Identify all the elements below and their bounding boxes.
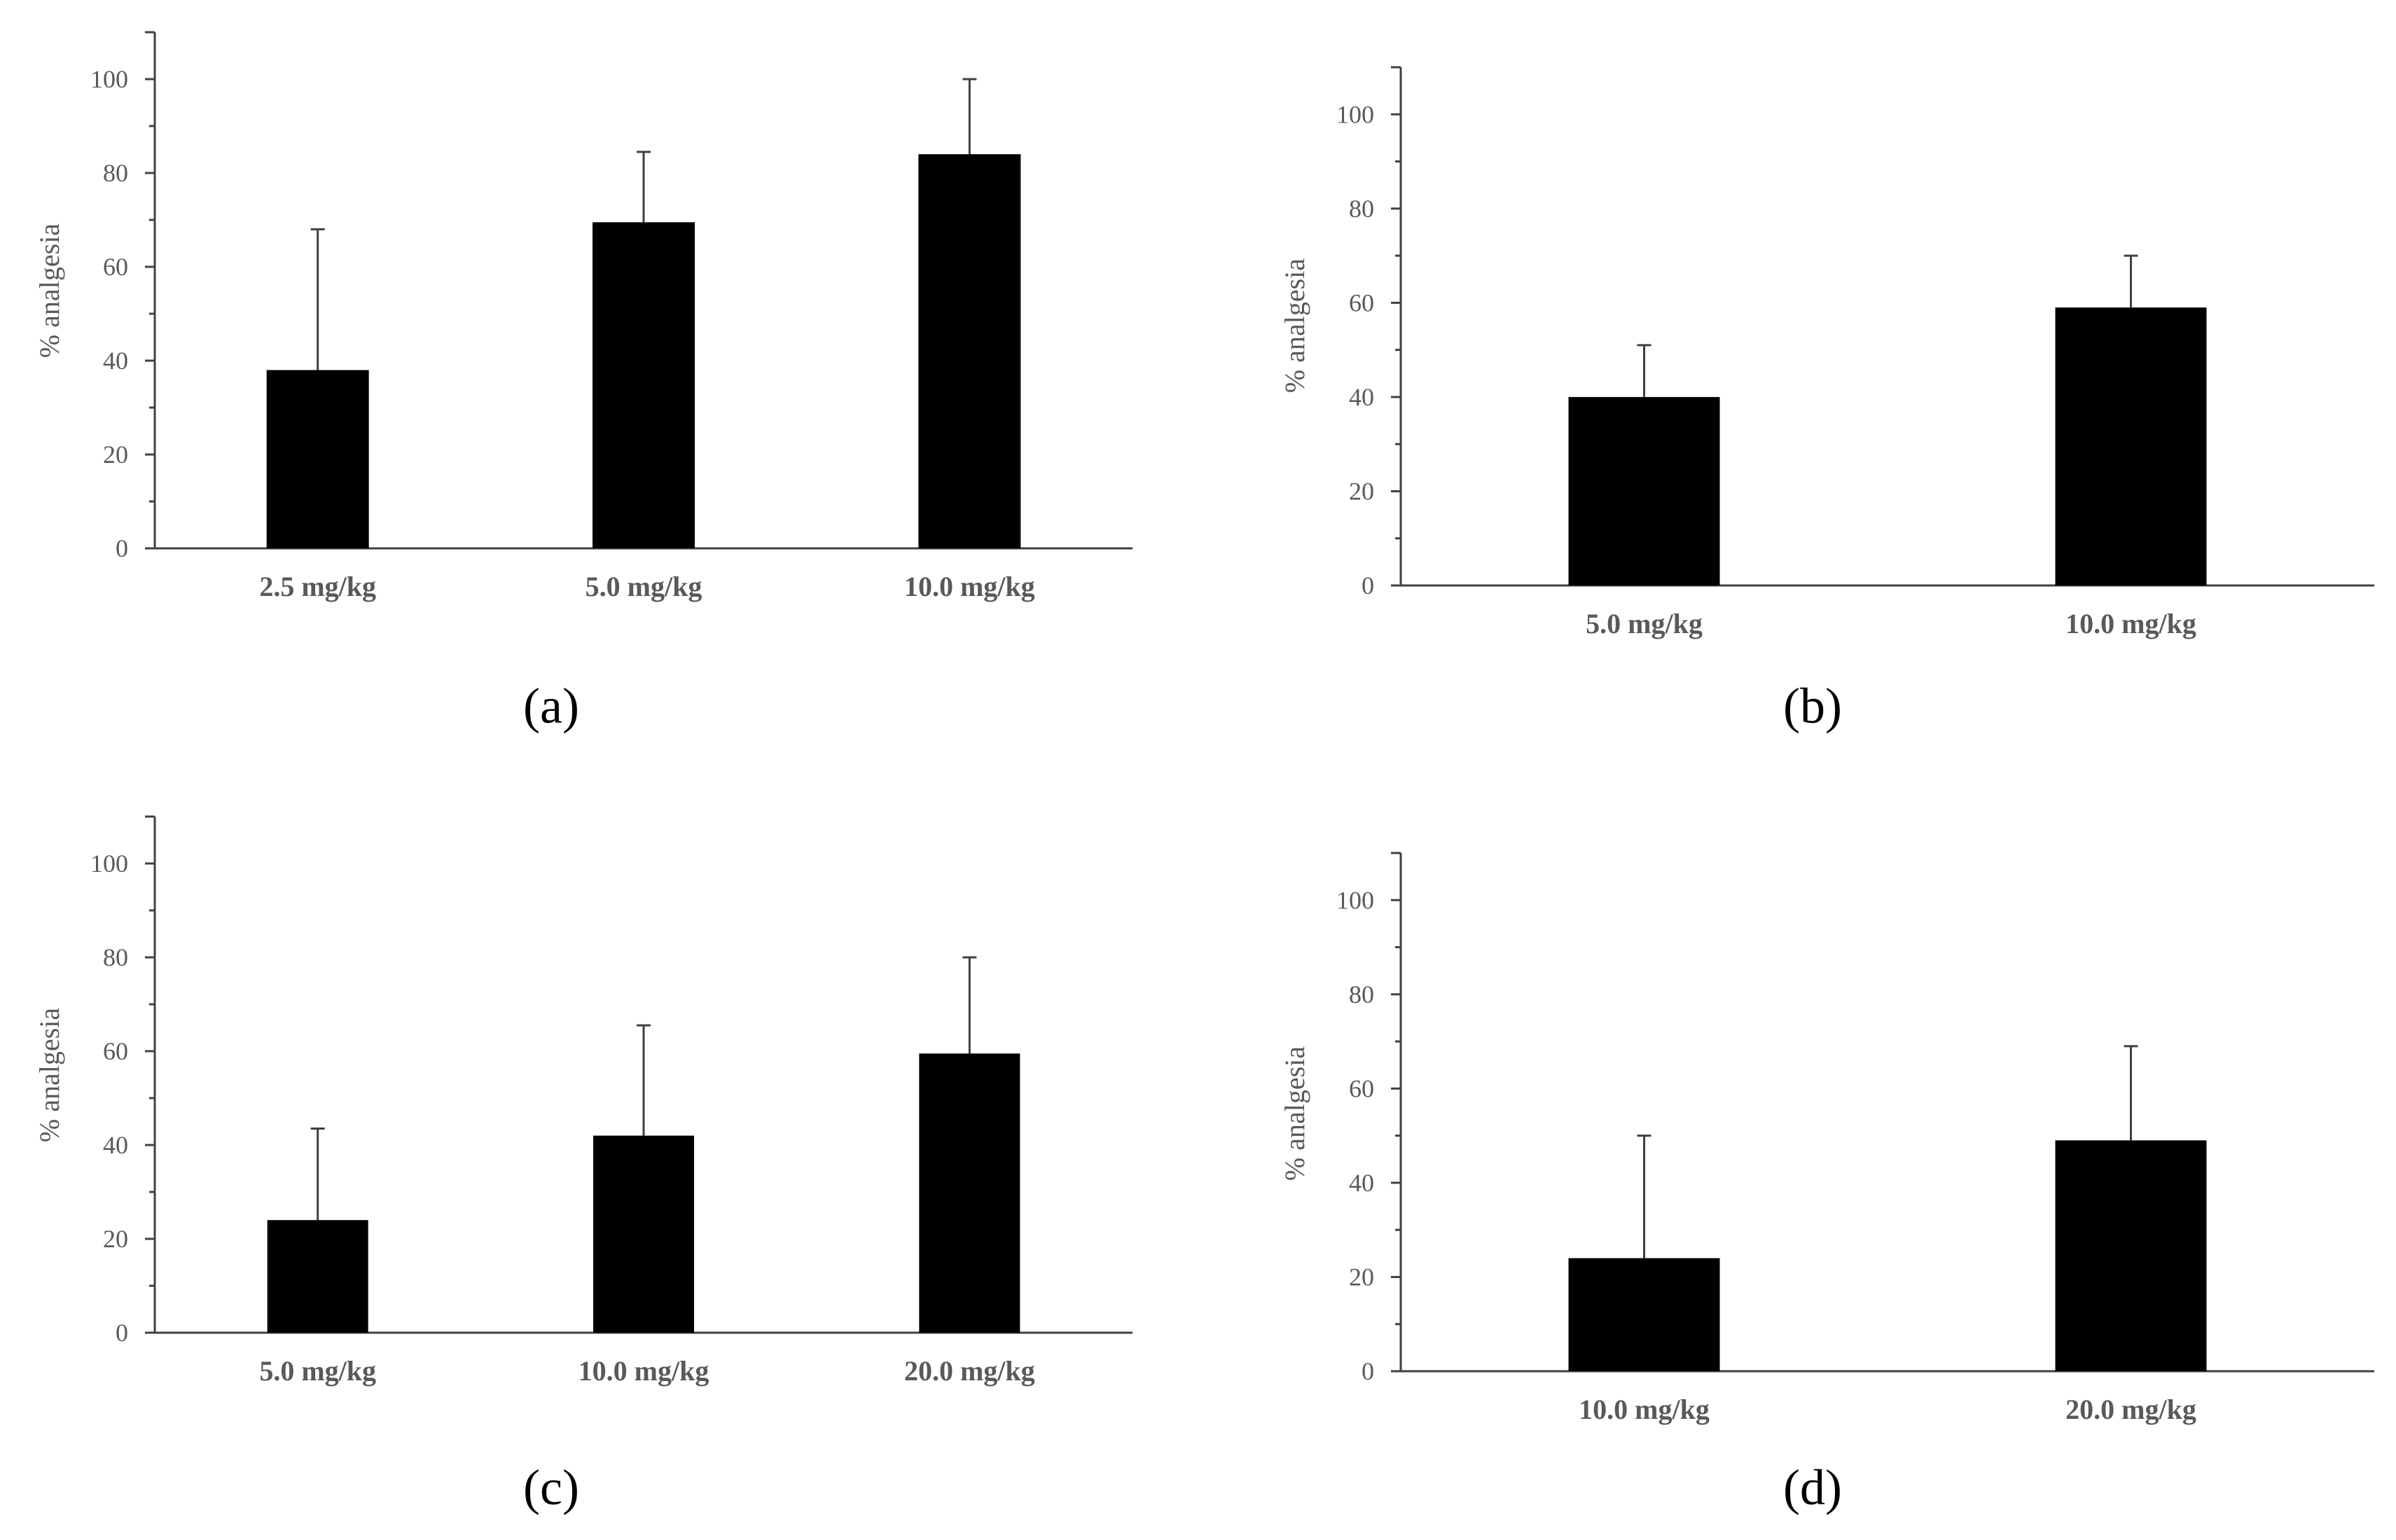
x-category-label: 20.0 mg/kg [904, 1355, 1035, 1387]
panel-label: (b) [1783, 678, 1842, 734]
bar-5-0-mg-kg [267, 1220, 368, 1333]
y-tick-label: 40 [103, 347, 128, 375]
bar-10-0-mg-kg [2055, 307, 2207, 585]
y-tick-label: 40 [103, 1131, 128, 1159]
y-tick-label: 20 [103, 441, 128, 469]
y-axis-label: % analgesia [34, 223, 65, 358]
x-category-label: 10.0 mg/kg [904, 571, 1035, 602]
bar-10-0-mg-kg [593, 1135, 694, 1333]
bar-5-0-mg-kg [593, 222, 695, 548]
y-tick-label: 80 [1349, 980, 1374, 1008]
bar-10-0-mg-kg [1568, 1258, 1720, 1371]
x-category-label: 5.0 mg/kg [586, 571, 702, 602]
y-axis-label: % analgesia [1279, 258, 1310, 393]
y-axis-label: % analgesia [34, 1008, 65, 1142]
y-tick-label: 100 [1336, 886, 1374, 914]
y-tick-label: 0 [1362, 1357, 1374, 1385]
panel-label: (a) [523, 678, 579, 734]
y-tick-label: 80 [103, 159, 128, 187]
panel-label: (c) [523, 1459, 579, 1515]
bar-10-0-mg-kg [918, 154, 1021, 548]
y-tick-label: 60 [103, 253, 128, 281]
y-tick-label: 80 [1349, 195, 1374, 223]
y-tick-label: 60 [1349, 289, 1374, 317]
x-category-label: 10.0 mg/kg [1579, 1394, 1710, 1425]
x-category-label: 10.0 mg/kg [2065, 608, 2196, 639]
y-tick-label: 100 [1336, 100, 1374, 128]
chart-panel-d: 0 20 40 60 80 100 % analgesia 10.0 mg/kg 20.0 mg… [1279, 852, 2374, 1515]
y-tick-label: 100 [90, 849, 128, 877]
x-category-label: 10.0 mg/kg [579, 1355, 709, 1387]
bar-2-5-mg-kg [266, 370, 369, 548]
x-category-label: 20.0 mg/kg [2065, 1394, 2196, 1425]
y-tick-label: 40 [1349, 1169, 1374, 1197]
y-tick-label: 20 [103, 1225, 128, 1253]
y-tick-label: 60 [1349, 1074, 1374, 1102]
chart-panel-a: 0 20 40 60 80 100 % analgesia 2.5 mg/kg 5.0 mg/k… [34, 31, 1133, 734]
y-tick-label: 0 [116, 534, 128, 562]
bar-5-0-mg-kg [1568, 396, 1720, 585]
x-category-label: 2.5 mg/kg [259, 571, 376, 602]
y-tick-label: 60 [103, 1037, 128, 1065]
chart-panel-b: 0 20 40 60 80 100 % analgesia 5.0 mg/kg 10.0 mg/… [1279, 66, 2374, 734]
y-tick-label: 0 [116, 1319, 128, 1347]
y-tick-label: 20 [1349, 1263, 1374, 1291]
y-tick-label: 40 [1349, 383, 1374, 411]
bar-20-0-mg-kg [2055, 1140, 2207, 1371]
y-tick-label: 80 [103, 943, 128, 971]
bar-20-0-mg-kg [919, 1053, 1020, 1333]
panel-label: (d) [1783, 1459, 1842, 1515]
y-tick-label: 0 [1362, 571, 1374, 599]
x-category-label: 5.0 mg/kg [1586, 608, 1703, 639]
x-category-label: 5.0 mg/kg [259, 1355, 376, 1387]
y-tick-label: 20 [1349, 477, 1374, 505]
y-tick-label: 100 [90, 65, 128, 93]
y-axis-label: % analgesia [1279, 1046, 1310, 1181]
chart-panel-c: 0 20 40 60 80 100 % analgesia 5.0 mg/kg 10.0 mg/… [34, 815, 1133, 1515]
